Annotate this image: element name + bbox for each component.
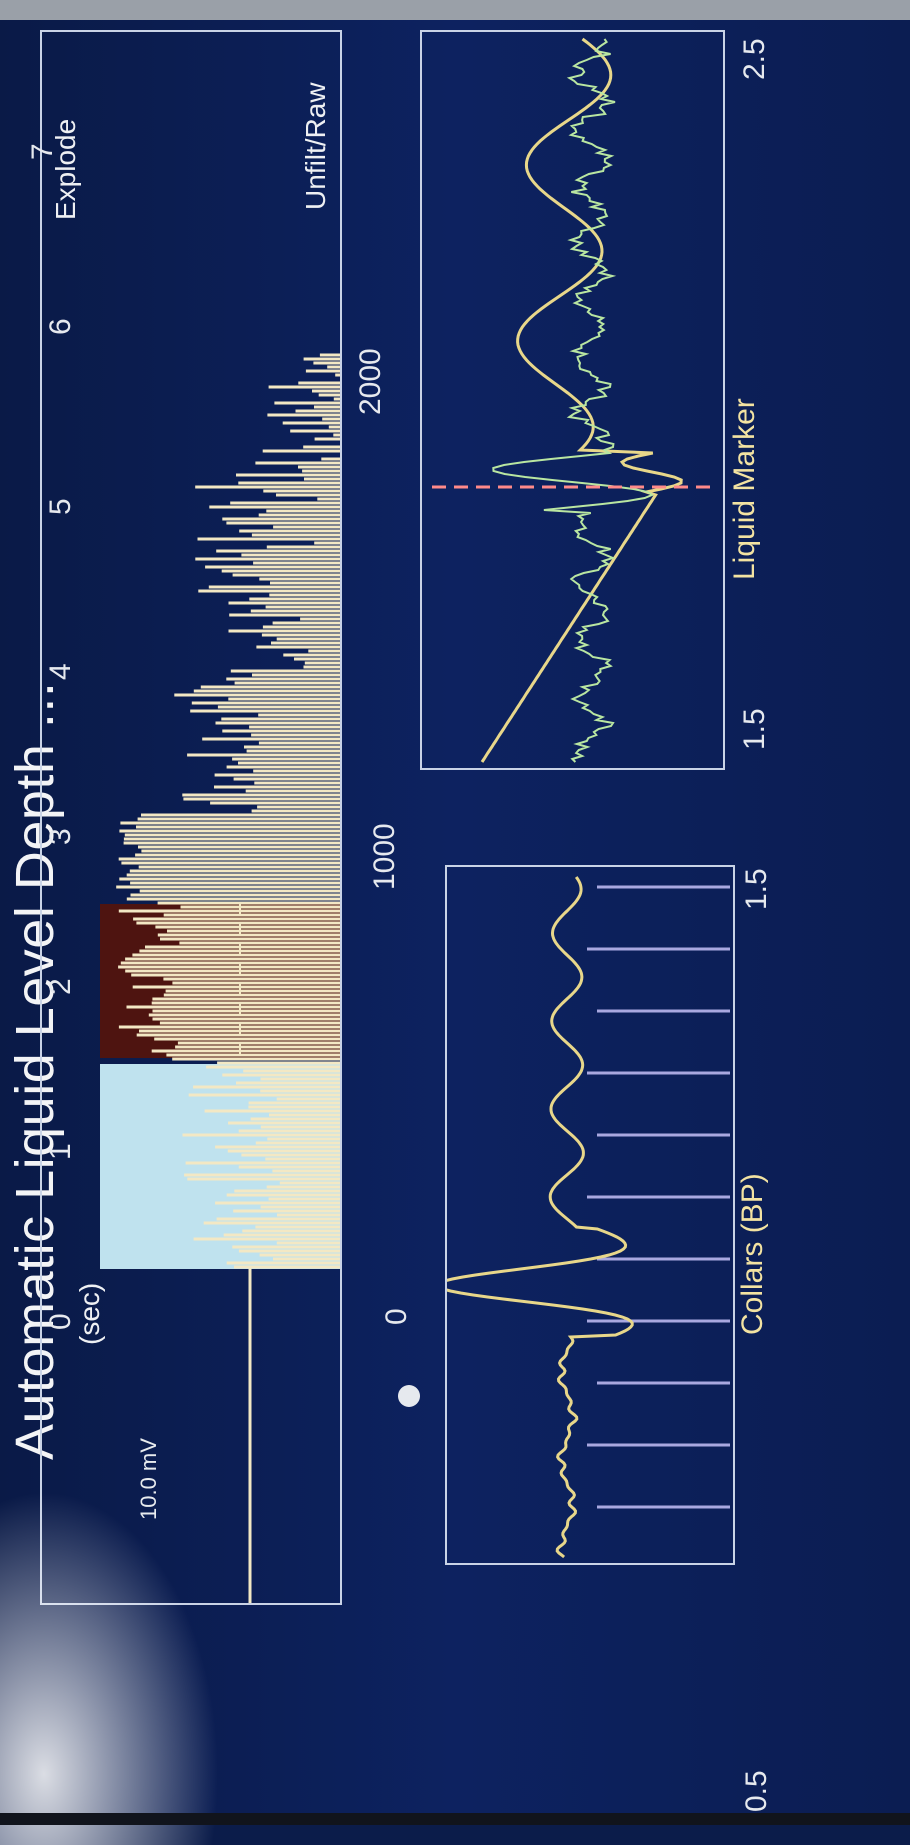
acoustic-trace-screen: Automatic Liquid Level Depth ... (sec) 1…: [0, 20, 910, 1845]
collars-axis-tick: 0.5: [740, 1770, 773, 1812]
explode-button[interactable]: Explode: [50, 118, 81, 220]
time-unit-label: (sec): [74, 1282, 105, 1345]
main-trace-panel: [40, 30, 342, 1605]
depth-tick: 2000: [354, 348, 387, 415]
liquid-gold-trace: [480, 37, 683, 763]
time-tick: 1: [44, 1143, 77, 1160]
liquid-marker-panel: [420, 30, 725, 770]
device-bezel-bottom: [0, 1813, 910, 1825]
time-tick: 5: [44, 498, 77, 515]
filter-mode-label[interactable]: Unfilt/Raw: [300, 82, 331, 210]
signal-spikes: [116, 353, 340, 1269]
device-bezel-top: [0, 0, 910, 20]
time-tick: 3: [44, 828, 77, 845]
time-tick: 0: [44, 1313, 77, 1330]
amplitude-label: 10.0 mV: [136, 1438, 161, 1520]
ft-unit-icon[interactable]: [398, 1385, 420, 1407]
acoustic-signal-trace: [116, 353, 340, 1269]
collars-label[interactable]: Collars (BP): [736, 1173, 769, 1335]
collar-markers: [587, 885, 730, 1509]
time-tick: 2: [44, 978, 77, 995]
collar-signal-trace: [447, 876, 634, 1559]
time-tick: 7: [26, 143, 59, 160]
liquid-axis-tick: 2.5: [738, 38, 771, 80]
depth-tick: 1000: [368, 823, 401, 890]
collars-panel: [445, 865, 735, 1565]
time-tick: 6: [44, 318, 77, 335]
main-trace-canvas: [100, 353, 340, 1603]
liquid-marker-label[interactable]: Liquid Marker: [728, 398, 761, 580]
depth-tick: 0: [380, 1308, 413, 1325]
collars-canvas: [447, 876, 730, 1559]
collars-axis-tick: 1.5: [740, 868, 773, 910]
liquid-axis-tick: 1.5: [738, 708, 771, 750]
liquid-green-trace: [492, 38, 654, 763]
liquid-marker-canvas: [432, 37, 717, 763]
time-tick: 4: [44, 663, 77, 680]
